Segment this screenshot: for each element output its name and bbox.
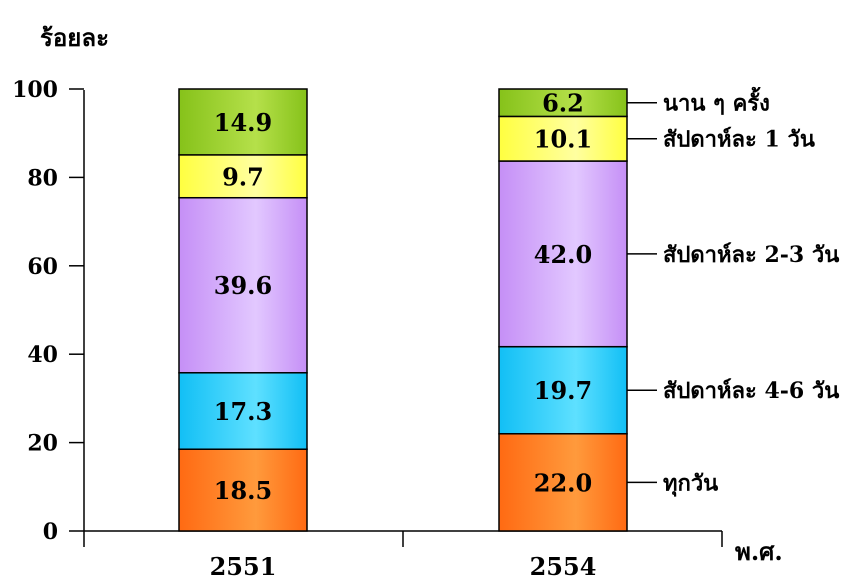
data-label: 18.5 (214, 476, 272, 505)
bar-segment (178, 88, 308, 156)
y-tick-label: 0 (43, 519, 58, 545)
data-label: 42.0 (534, 240, 592, 269)
legend-label: นาน ๆ ครั้ง (663, 87, 770, 117)
x-tick-label: 2554 (530, 552, 597, 581)
data-label: 39.6 (214, 271, 272, 300)
data-label: 9.7 (222, 162, 264, 191)
legend-label: ทุกวัน (663, 470, 718, 497)
y-tick-label: 80 (27, 165, 58, 191)
data-label: 10.1 (534, 125, 592, 154)
x-axis-title: พ.ศ. (735, 537, 783, 566)
bar-segment (178, 372, 308, 450)
bar-segment (178, 196, 308, 374)
data-label: 17.3 (214, 397, 272, 426)
y-tick-label: 20 (27, 431, 58, 457)
legend-label: สัปดาห์ละ 1 วัน (663, 127, 815, 153)
data-label: 19.7 (534, 376, 592, 405)
legend-label: สัปดาห์ละ 2-3 วัน (663, 242, 839, 268)
data-label: 6.2 (542, 89, 584, 118)
y-tick-label: 60 (27, 254, 58, 280)
legend-label: สัปดาห์ละ 4-6 วัน (663, 378, 839, 404)
x-tick-label: 2551 (210, 552, 277, 581)
data-label: 14.9 (214, 108, 272, 137)
y-tick-label: 100 (12, 77, 58, 103)
y-axis-title: ร้อยละ (40, 23, 109, 52)
y-tick-label: 40 (27, 342, 58, 368)
data-label: 22.0 (534, 468, 592, 497)
bar-segment (178, 154, 308, 199)
bar-segment (178, 448, 308, 532)
